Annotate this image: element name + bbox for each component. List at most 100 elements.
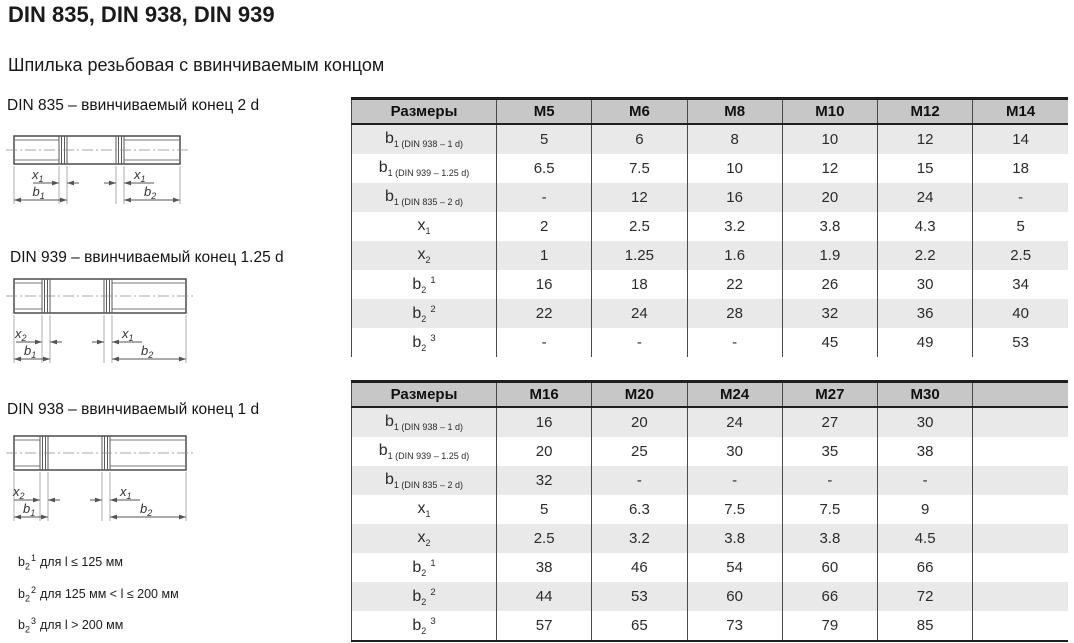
value-cell: 72 <box>876 582 973 611</box>
table-row: b21 16 18 22 26 30 34 <box>351 270 1068 299</box>
footnote-text: для l > 200 мм <box>39 618 124 633</box>
dimension-arrow <box>97 339 104 345</box>
value-cell: 16 <box>495 407 592 437</box>
value-cell: 66 <box>876 553 973 582</box>
value-cell: 2.5 <box>972 241 1068 270</box>
value-cell: 44 <box>495 582 592 611</box>
value-cell <box>972 524 1068 553</box>
row-label-cell: b1 (DIN 835 – 2 d) <box>351 183 497 212</box>
size-column-header: M8 <box>686 98 783 125</box>
dimension-arrow <box>41 514 48 520</box>
stud-drawing-din938: x2 x1 b1 b2 <box>6 435 194 521</box>
value-cell: 6.3 <box>591 495 687 524</box>
dim-label-b1: b1 <box>24 343 36 360</box>
value-cell: 27 <box>781 407 878 437</box>
table-row: b22 44 53 60 66 72 <box>351 582 1068 611</box>
dimension-arrow <box>48 497 55 503</box>
dimension-arrow <box>52 180 59 186</box>
value-cell: 16 <box>686 183 783 212</box>
value-cell: 2.5 <box>495 524 592 553</box>
value-cell: 2.5 <box>591 212 687 241</box>
value-cell: 30 <box>876 407 973 437</box>
dim-label-x-right: x1 <box>121 326 134 343</box>
table-row: x1 5 6.3 7.5 7.5 9 <box>351 495 1068 524</box>
value-cell <box>972 437 1068 466</box>
value-cell: 10 <box>686 154 783 183</box>
value-cell: 73 <box>686 611 783 642</box>
row-label-cell: x1 <box>351 495 497 524</box>
footnote-symbol: b <box>18 618 25 633</box>
row-label-cell: b1 (DIN 938 – 1 d) <box>351 407 497 437</box>
table-row: b1 (DIN 835 – 2 d) -12 16 20 24- <box>351 183 1068 212</box>
stud-drawing-din939: x2 x1 b1 b2 <box>6 278 194 363</box>
dimensions-table-1: Размеры M5 M6 M8 M10 M12 M14 b1 (DIN 938 – 1 d)… <box>351 97 1068 357</box>
size-table-m5-m14: Размеры M5 M6 M8 M10 M12 M14 b1 (DIN 938 – 1 d)… <box>351 97 1068 357</box>
table-row: b23 57 65 73 79 85 <box>351 611 1068 642</box>
dimension-arrow <box>173 197 180 203</box>
dim-label-b1: b1 <box>23 501 35 518</box>
value-cell: 20 <box>495 437 592 466</box>
value-cell: 7.5 <box>591 154 687 183</box>
dimension-arrow <box>14 356 21 362</box>
value-cell: 18 <box>591 270 687 299</box>
value-cell: 38 <box>876 437 973 466</box>
value-cell: 66 <box>781 582 878 611</box>
row-label-cell: b23 <box>351 328 497 357</box>
value-cell: 4.3 <box>876 212 973 241</box>
dimension-arrow <box>112 339 119 345</box>
value-cell: 1 <box>495 241 592 270</box>
value-cell: 57 <box>495 611 592 642</box>
value-cell: 36 <box>876 299 973 328</box>
value-cell: 34 <box>972 270 1068 299</box>
value-cell: 7.5 <box>781 495 878 524</box>
value-cell: 26 <box>781 270 878 299</box>
footnote-text: для l ≤ 125 мм <box>39 555 123 570</box>
value-cell: 12 <box>591 183 687 212</box>
size-column-header <box>972 381 1068 408</box>
value-cell: 24 <box>591 299 687 328</box>
value-cell: 5 <box>495 495 592 524</box>
value-cell: 2 <box>495 212 592 241</box>
row-label-cell: x2 <box>351 241 497 270</box>
value-cell <box>972 582 1068 611</box>
value-cell: - <box>876 466 973 495</box>
dim-label-x-right: x1 <box>133 167 146 184</box>
value-cell: 30 <box>686 437 783 466</box>
header-row: Размеры M5 M6 M8 M10 M12 M14 <box>351 98 1068 125</box>
footnote-symbol: b <box>18 555 25 570</box>
value-cell: 16 <box>495 270 592 299</box>
size-column-header: M20 <box>591 381 687 408</box>
drawing-caption-din938: DIN 938 – ввинчиваемый конец 1 d <box>7 401 260 418</box>
dimension-arrow <box>110 497 117 503</box>
dimension-arrow <box>14 197 21 203</box>
value-cell <box>972 466 1068 495</box>
dimensions-table-2: Размеры M16 M20 M24 M27 M30 b1 (DIN 938 – 1 d)… <box>351 380 1068 642</box>
footnote-symbol: b <box>18 587 25 602</box>
dim-label-x-left: x1 <box>31 167 44 184</box>
value-cell: 14 <box>972 124 1068 154</box>
value-cell: 1.6 <box>686 241 783 270</box>
dimension-arrow <box>179 356 186 362</box>
value-cell: - <box>781 466 878 495</box>
row-label-cell: b1 (DIN 939 – 1.25 d) <box>351 437 497 466</box>
value-cell: 45 <box>781 328 878 357</box>
value-cell: 35 <box>781 437 878 466</box>
value-cell: 5 <box>972 212 1068 241</box>
label-column-header: Размеры <box>351 381 497 408</box>
page-title: DIN 835, DIN 938, DIN 939 <box>8 2 275 27</box>
value-cell: 25 <box>591 437 687 466</box>
drawing-caption-din835: DIN 835 – ввинчиваемый конец 2 d <box>7 97 260 114</box>
dimension-arrow <box>110 514 117 520</box>
value-cell: 20 <box>591 407 687 437</box>
value-cell: 5 <box>495 124 592 154</box>
header-row: Размеры M16 M20 M24 M27 M30 <box>351 381 1068 408</box>
value-cell: - <box>591 328 687 357</box>
table-row: b1 (DIN 938 – 1 d) 5 6 8 10 12 14 <box>351 124 1068 154</box>
dim-label-b2: b2 <box>140 501 152 518</box>
value-cell: 46 <box>591 553 687 582</box>
value-cell: 38 <box>495 553 592 582</box>
table-row: b21 38 46 54 60 66 <box>351 553 1068 582</box>
value-cell: 8 <box>686 124 783 154</box>
value-cell: 85 <box>876 611 973 642</box>
